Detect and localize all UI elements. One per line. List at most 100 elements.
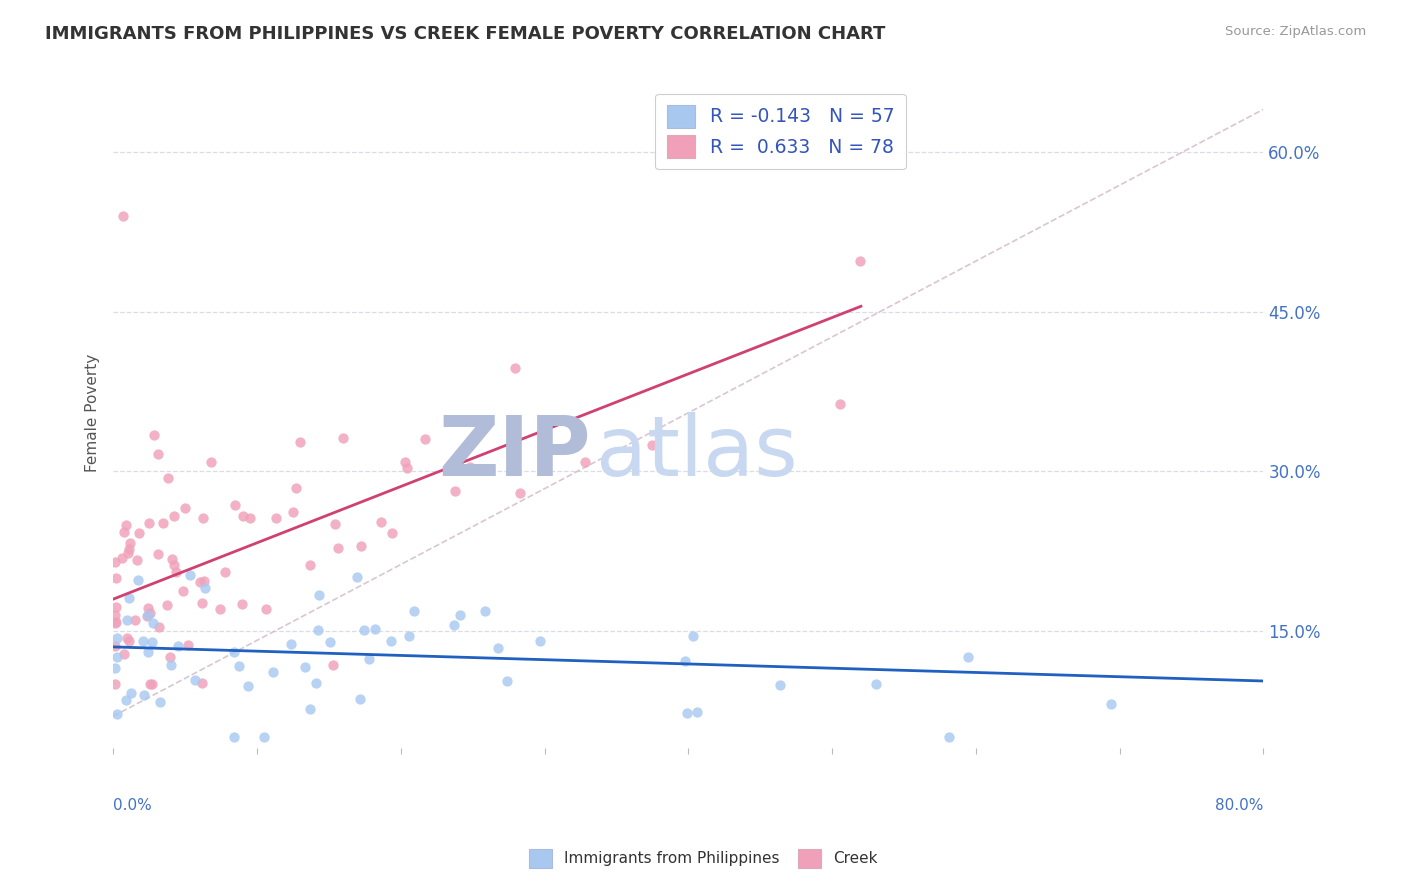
Point <box>190 596 212 610</box>
Point <box>236 679 259 693</box>
Point <box>294 659 316 673</box>
Point <box>458 459 481 474</box>
Point <box>124 613 146 627</box>
Point <box>396 461 419 475</box>
Point <box>136 609 159 624</box>
Point <box>114 692 136 706</box>
Text: 80.0%: 80.0% <box>1215 798 1264 814</box>
Point <box>105 707 128 722</box>
Point <box>474 604 496 618</box>
Point <box>112 209 135 223</box>
Point <box>104 607 127 622</box>
Point <box>139 677 162 691</box>
Point <box>104 677 127 691</box>
Point <box>167 639 190 653</box>
Point <box>159 650 181 665</box>
Point <box>353 623 375 637</box>
Point <box>641 438 664 452</box>
Y-axis label: Female Poverty: Female Poverty <box>86 353 100 472</box>
Point <box>224 645 246 659</box>
Point <box>308 588 330 602</box>
Point <box>380 633 402 648</box>
Point <box>159 657 181 672</box>
Point <box>214 565 236 579</box>
Point <box>284 481 307 495</box>
Point <box>264 510 287 524</box>
Point <box>131 634 153 648</box>
Point <box>104 640 127 654</box>
Point <box>179 567 201 582</box>
Point <box>143 428 166 442</box>
Point <box>105 571 128 585</box>
Point <box>280 637 302 651</box>
Point <box>957 649 980 664</box>
Point <box>828 397 851 411</box>
Point <box>165 566 187 580</box>
Point <box>193 511 215 525</box>
Point <box>346 569 368 583</box>
Point <box>112 524 135 539</box>
Point <box>682 629 704 643</box>
Point <box>141 635 163 649</box>
Point <box>139 606 162 620</box>
Point <box>104 555 127 569</box>
Point <box>194 581 217 595</box>
Point <box>239 511 262 525</box>
Point <box>200 455 222 469</box>
Point <box>849 254 872 268</box>
Point <box>128 526 150 541</box>
Legend: R = -0.143   N = 57, R =  0.633   N = 78: R = -0.143 N = 57, R = 0.633 N = 78 <box>655 94 905 169</box>
Text: atlas: atlas <box>596 412 799 493</box>
Point <box>104 661 127 675</box>
Point <box>676 706 699 720</box>
Point <box>117 546 139 560</box>
Point <box>184 673 207 688</box>
Point <box>107 632 129 646</box>
Point <box>288 435 311 450</box>
Point <box>132 688 155 702</box>
Point <box>104 615 127 630</box>
Point <box>163 558 186 573</box>
Point <box>350 539 373 553</box>
Point <box>231 597 253 611</box>
Text: 0.0%: 0.0% <box>114 798 152 814</box>
Point <box>486 641 509 656</box>
Point <box>394 455 416 469</box>
Point <box>118 591 141 605</box>
Point <box>262 665 284 680</box>
Point <box>138 601 160 615</box>
Point <box>305 675 328 690</box>
Point <box>299 558 322 573</box>
Point <box>120 535 142 549</box>
Point <box>938 731 960 745</box>
Point <box>188 575 211 590</box>
Point <box>160 552 183 566</box>
Text: ZIP: ZIP <box>439 412 591 493</box>
Point <box>152 516 174 531</box>
Point <box>115 517 138 532</box>
Text: Source: ZipAtlas.com: Source: ZipAtlas.com <box>1226 25 1367 38</box>
Point <box>156 471 179 485</box>
Point <box>686 705 709 719</box>
Text: IMMIGRANTS FROM PHILIPPINES VS CREEK FEMALE POVERTY CORRELATION CHART: IMMIGRANTS FROM PHILIPPINES VS CREEK FEM… <box>45 25 886 43</box>
Point <box>323 516 346 531</box>
Point <box>509 485 531 500</box>
Point <box>574 455 596 469</box>
Point <box>118 634 141 648</box>
Point <box>413 432 436 446</box>
Point <box>322 657 344 672</box>
Point <box>254 602 277 616</box>
Point <box>177 639 200 653</box>
Point <box>172 584 194 599</box>
Point <box>232 509 254 524</box>
Point <box>127 573 149 587</box>
Point <box>332 431 354 445</box>
Point <box>319 635 342 649</box>
Point <box>1099 697 1122 711</box>
Legend: Immigrants from Philippines, Creek: Immigrants from Philippines, Creek <box>523 843 883 873</box>
Point <box>146 547 169 561</box>
Point <box>120 686 142 700</box>
Point <box>163 509 186 524</box>
Point <box>141 677 163 691</box>
Point <box>105 650 128 665</box>
